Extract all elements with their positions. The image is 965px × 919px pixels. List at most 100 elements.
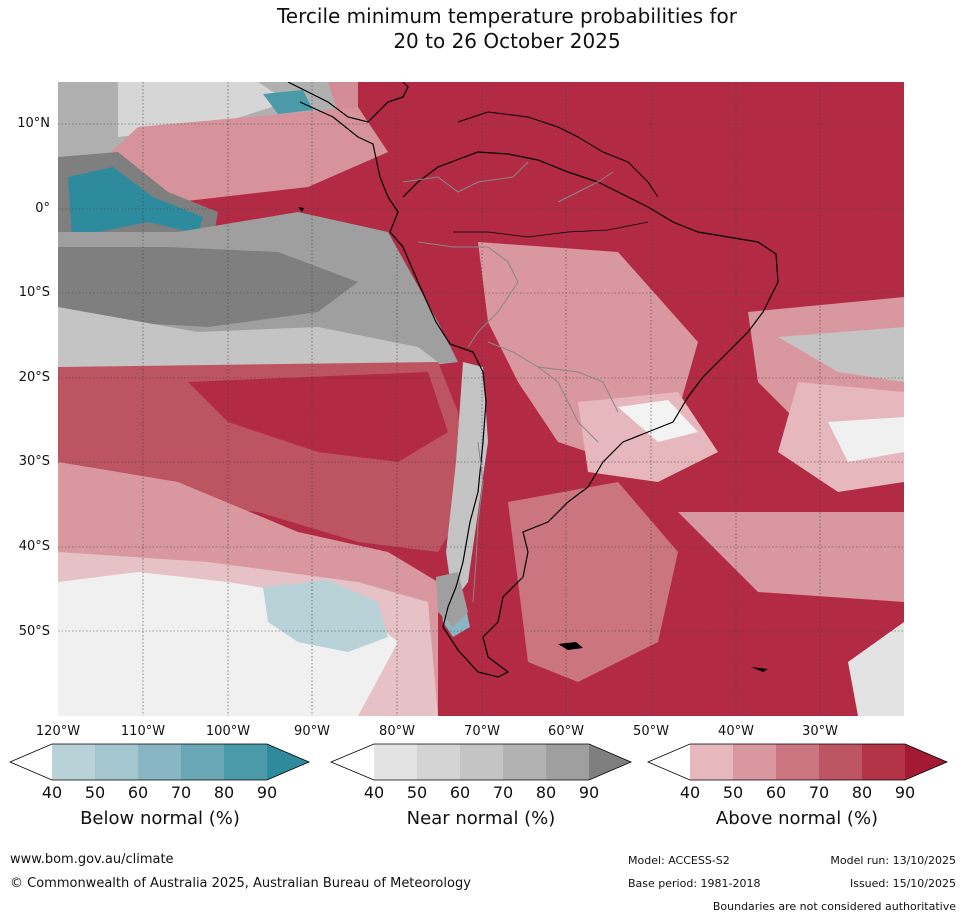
- colorbar-below-seg-1: [52, 744, 95, 780]
- lat-label-40s: 40°S: [18, 539, 50, 554]
- coastline-caribbean: [457, 111, 659, 198]
- colorbar-near-seg-3: [460, 744, 503, 780]
- colorbar-below-seg-5: [224, 744, 267, 780]
- lon-label-30w: 30°W: [802, 724, 838, 739]
- below-tick-50: 50: [84, 783, 106, 802]
- near-tick-80: 80: [535, 783, 557, 802]
- graticule: [58, 82, 904, 716]
- border-6: [557, 171, 614, 203]
- field-north-lightgrey: [118, 82, 288, 137]
- lat-label-20s: 20°S: [18, 370, 50, 385]
- south-georgia: [751, 667, 768, 672]
- lat-label-30s: 30°S: [18, 454, 50, 469]
- near-tick-50: 50: [406, 783, 428, 802]
- lon-label-60w: 60°W: [548, 724, 584, 739]
- colorbar-below-outline: [8, 743, 311, 781]
- coastline-central-america: [287, 82, 409, 123]
- disclaimer-text: Boundaries are not considered authoritat…: [712, 900, 956, 913]
- lon-label-90w: 90°W: [294, 724, 330, 739]
- lat-label-50s: 50°S: [18, 624, 50, 639]
- colorbar-above-seg-5: [862, 744, 905, 780]
- probability-map-svg: [58, 82, 904, 716]
- colorbar-below-seg-4: [181, 744, 224, 780]
- border-5: [472, 441, 484, 603]
- field-teal-small: [263, 90, 313, 114]
- colorbar-near-seg-5: [546, 744, 589, 780]
- colorbar-above-seg-2: [733, 744, 776, 780]
- below-tick-90: 90: [256, 783, 278, 802]
- colorbar-below-seg-0: [10, 744, 52, 780]
- colorbar-above-seg-0: [648, 744, 690, 780]
- above-tick-40: 40: [679, 783, 701, 802]
- field-andes-grey: [446, 362, 488, 602]
- copyright-text: © Commonwealth of Australia 2025, Austra…: [10, 876, 471, 891]
- below-tick-40: 40: [41, 783, 63, 802]
- river-amazon: [453, 221, 649, 238]
- base-period-text: Base period: 1981-2018: [628, 877, 761, 890]
- field-teal-core: [68, 167, 203, 252]
- colorbar-near-outline: [329, 743, 633, 781]
- lon-label-40w: 40°W: [718, 724, 754, 739]
- colorbar-near-seg-4: [503, 744, 546, 780]
- near-tick-40: 40: [363, 783, 385, 802]
- near-tick-70: 70: [492, 783, 514, 802]
- falkland-islands: [558, 642, 583, 650]
- above-tick-90: 90: [894, 783, 916, 802]
- colorbar-above-seg-4: [819, 744, 862, 780]
- below-tick-80: 80: [213, 783, 235, 802]
- map-title: Tercile minimum temperature probabilitie…: [0, 4, 965, 54]
- below-normal-title: Below normal (%): [80, 808, 240, 829]
- field-southcone-pink: [508, 482, 678, 682]
- field-continent-white: [618, 400, 698, 442]
- lat-label-0: 0°: [35, 201, 50, 216]
- lat-label-10n: 10°N: [17, 116, 50, 131]
- near-normal-title: Near normal (%): [406, 808, 556, 829]
- colorbar-near-seg-1: [374, 744, 417, 780]
- field-patagonia-grey: [436, 572, 468, 627]
- lon-label-70w: 70°W: [464, 724, 500, 739]
- lon-label-80w: 80°W: [379, 724, 415, 739]
- colorbar-below-seg-3: [138, 744, 181, 780]
- coastline-south-america: [299, 101, 779, 678]
- website-link[interactable]: www.bom.gov.au/climate: [10, 852, 174, 867]
- field-south-atlantic-light: [678, 512, 904, 602]
- colorbar-below-seg-2: [95, 744, 138, 780]
- lon-label-120w: 120°W: [35, 724, 81, 739]
- near-tick-90: 90: [578, 783, 600, 802]
- field-pacific-blue: [263, 580, 388, 652]
- lon-label-100w: 100°W: [205, 724, 251, 739]
- colorbar-above-seg-3: [776, 744, 819, 780]
- title-line-1: Tercile minimum temperature probabilitie…: [276, 4, 738, 28]
- field-continent-light: [578, 392, 718, 482]
- model-text: Model: ACCESS-S2: [628, 854, 730, 867]
- issued-text: Issued: 15/10/2025: [849, 877, 956, 890]
- colorbar-near-seg-0: [331, 744, 374, 780]
- colorbar-below: [8, 743, 311, 781]
- field-atlantic-grey: [778, 327, 904, 382]
- colorbars: [8, 743, 949, 781]
- field-south-atlantic-white: [848, 622, 904, 716]
- colorbar-above-seg-1: [690, 744, 733, 780]
- colorbar-near: [329, 743, 633, 781]
- colorbar-above-outline: [646, 743, 949, 781]
- border-2: [417, 241, 519, 348]
- lon-label-50w: 50°W: [633, 724, 669, 739]
- colorbar-above: [646, 743, 949, 781]
- above-tick-60: 60: [765, 783, 787, 802]
- lon-label-110w: 110°W: [120, 724, 166, 739]
- title-line-2: 20 to 26 October 2025: [393, 29, 621, 53]
- colorbar-below-seg-6: [267, 744, 309, 780]
- above-normal-title: Above normal (%): [715, 808, 879, 829]
- border-3: [487, 341, 599, 443]
- border-4: [537, 366, 619, 413]
- field-atlantic-white: [828, 417, 904, 462]
- above-tick-70: 70: [808, 783, 830, 802]
- below-tick-60: 60: [127, 783, 149, 802]
- colorbar-above-seg-6: [905, 744, 947, 780]
- probability-map: [58, 82, 904, 716]
- field-grey-dark: [58, 247, 358, 327]
- country-borders: [402, 161, 619, 603]
- above-tick-80: 80: [851, 783, 873, 802]
- below-tick-70: 70: [170, 783, 192, 802]
- model-run-text: Model run: 13/10/2025: [830, 854, 956, 867]
